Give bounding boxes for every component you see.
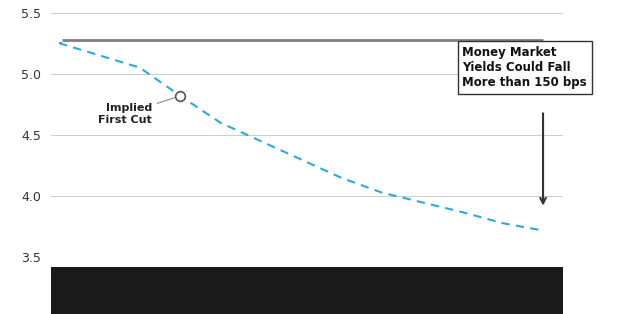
Text: Implied
First Cut: Implied First Cut (98, 97, 177, 125)
Text: Money Market
Yields Could Fall
More than 150 bps: Money Market Yields Could Fall More than… (463, 46, 587, 89)
